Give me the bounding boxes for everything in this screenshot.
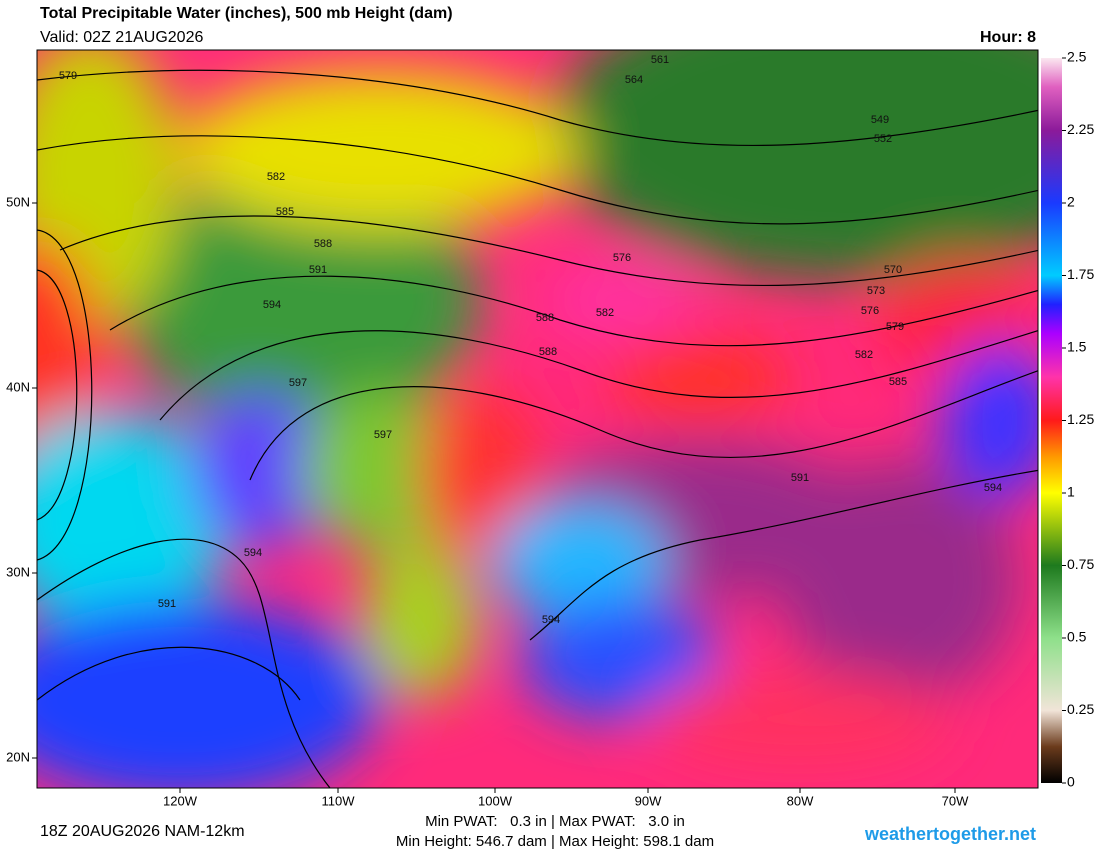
colorbar-label: 0.75 — [1067, 556, 1094, 572]
colorbar-label: 2 — [1067, 194, 1075, 210]
lat-label: 40N — [6, 379, 30, 394]
model-run: 18Z 20AUG2026 NAM-12km — [40, 823, 245, 840]
title: Total Precipitable Water (inches), 500 m… — [40, 5, 453, 22]
contour-label: 585 — [889, 376, 907, 388]
contour-label: 561 — [651, 54, 669, 66]
lat-label: 20N — [6, 749, 30, 764]
contour-label: 570 — [884, 264, 902, 276]
colorbar-label: 2.5 — [1067, 49, 1087, 65]
contour-label: 588 — [314, 238, 332, 250]
colorbar-label: 0 — [1067, 774, 1075, 790]
contour-label: 588 — [539, 346, 557, 358]
contour-label: 582 — [596, 307, 614, 319]
lat-label: 30N — [6, 564, 30, 579]
colorbar-label: 0.5 — [1067, 629, 1087, 645]
contour-label: 597 — [289, 377, 307, 389]
lat-label: 50N — [6, 194, 30, 209]
contour-label: 552 — [874, 133, 892, 145]
contour-label: 597 — [374, 429, 392, 441]
contour-label: 582 — [855, 349, 873, 361]
colorbar-label: 1.25 — [1067, 411, 1094, 427]
site-credit: weathertogether.net — [864, 824, 1036, 844]
colorbar-label: 1.75 — [1067, 266, 1094, 282]
valid-time: Valid: 02Z 21AUG2026 — [40, 29, 203, 46]
contour-label: 576 — [861, 305, 879, 317]
contour-label: 591 — [309, 264, 327, 276]
colorbar — [1041, 58, 1062, 783]
lon-label: 110W — [322, 793, 356, 808]
height-stats: Min Height: 546.7 dam | Max Height: 598.… — [396, 833, 714, 850]
lon-label: 80W — [787, 793, 814, 808]
contour-label: 594 — [984, 482, 1002, 494]
colorbar-label: 1.5 — [1067, 339, 1087, 355]
contour-label: 549 — [871, 114, 889, 126]
forecast-hour: Hour: 8 — [980, 29, 1036, 46]
lon-label: 70W — [942, 793, 969, 808]
contour-label: 591 — [158, 598, 176, 610]
contour-label: 576 — [613, 252, 631, 264]
contour-label: 594 — [244, 547, 262, 559]
colorbar-label: 2.25 — [1067, 121, 1094, 137]
contour-label: 579 — [886, 321, 904, 333]
contour-label: 573 — [867, 285, 885, 297]
contour-label: 564 — [625, 74, 643, 86]
contour-label: 594 — [542, 614, 560, 626]
contour-label: 579 — [59, 70, 77, 82]
colorbar-label: 0.25 — [1067, 701, 1094, 717]
lon-label: 120W — [163, 793, 198, 808]
contour-label: 582 — [267, 171, 285, 183]
map-frame — [36, 49, 1039, 789]
lon-label: 100W — [478, 793, 513, 808]
contour-label: 588 — [536, 312, 554, 324]
lon-label: 90W — [635, 793, 662, 808]
contour-label: 591 — [791, 472, 809, 484]
colorbar-label: 1 — [1067, 484, 1075, 500]
map-field — [37, 50, 1038, 788]
contour-label: 585 — [276, 206, 294, 218]
pwat-stats: Min PWAT: 0.3 in | Max PWAT: 3.0 in — [425, 813, 685, 830]
contour-label: 594 — [263, 299, 281, 311]
